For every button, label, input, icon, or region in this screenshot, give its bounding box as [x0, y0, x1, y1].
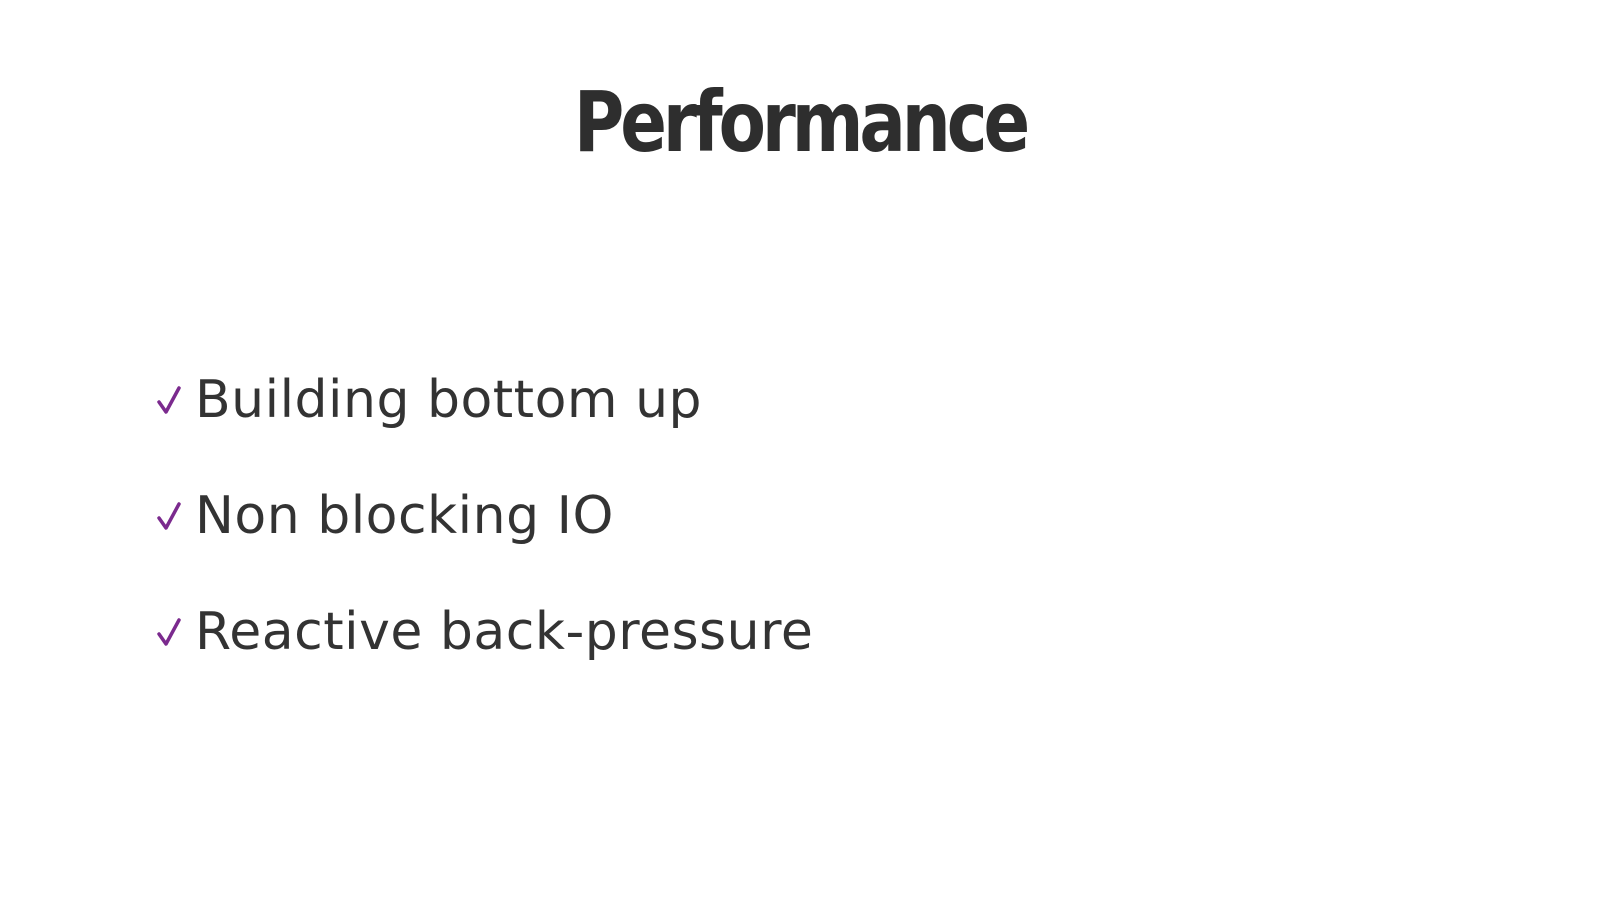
bullet-list: Building bottom up Non blocking IO React… [155, 360, 813, 708]
slide-title: Performance [573, 73, 1030, 171]
bullet-item: Non blocking IO [155, 476, 813, 556]
checkmark-icon [155, 612, 185, 652]
bullet-text: Reactive back-pressure [195, 602, 814, 662]
checkmark-icon [155, 380, 185, 420]
bullet-text: Building bottom up [195, 370, 703, 430]
bullet-item: Reactive back-pressure [155, 592, 813, 672]
bullet-item: Building bottom up [155, 360, 813, 440]
checkmark-icon [155, 496, 185, 536]
bullet-text: Non blocking IO [195, 486, 614, 546]
